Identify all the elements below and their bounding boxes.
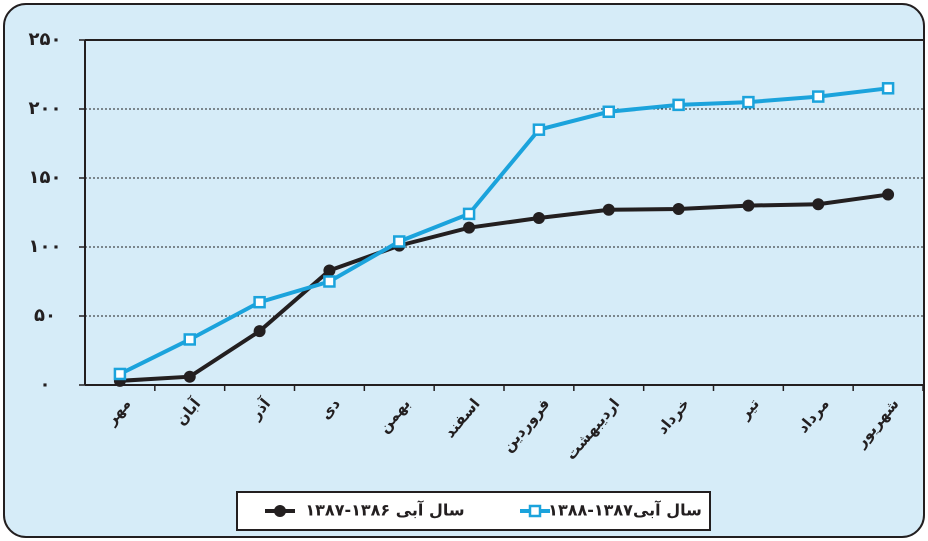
point	[882, 188, 895, 201]
point	[253, 325, 266, 338]
y-tick-label: ۱۰۰	[29, 236, 62, 257]
point	[742, 95, 755, 109]
point	[672, 203, 685, 216]
point	[323, 264, 336, 277]
point	[602, 203, 615, 216]
legend-box	[236, 491, 711, 531]
point	[463, 221, 476, 234]
series-line	[119, 86, 889, 376]
point	[113, 367, 127, 381]
y-tick-label: ۵۰	[34, 305, 56, 326]
point	[393, 235, 406, 248]
point	[532, 123, 546, 136]
point	[462, 207, 476, 221]
legend-label: سال آبی ۱۳۸۶-۱۳۸۷	[305, 500, 464, 520]
point	[323, 275, 336, 288]
card	[3, 3, 925, 538]
point	[532, 212, 545, 225]
legend-marker	[528, 504, 542, 518]
point	[742, 199, 755, 212]
y-tick-label: ۲۰۰	[29, 98, 62, 119]
point	[253, 295, 266, 309]
point	[183, 370, 196, 383]
point	[183, 333, 196, 346]
series-line	[119, 192, 889, 383]
point	[602, 105, 615, 119]
point	[812, 90, 825, 103]
y-tick-label: ۱۵۰	[29, 167, 62, 188]
legend-marker	[274, 505, 286, 517]
y-tick-label: ۲۵۰	[29, 29, 62, 50]
point	[672, 98, 685, 112]
legend-label: سال آبی۱۳۸۷-۱۳۸۸	[548, 500, 702, 520]
point	[812, 198, 825, 211]
y-tick-label: ۰	[40, 374, 51, 395]
point	[881, 82, 895, 95]
